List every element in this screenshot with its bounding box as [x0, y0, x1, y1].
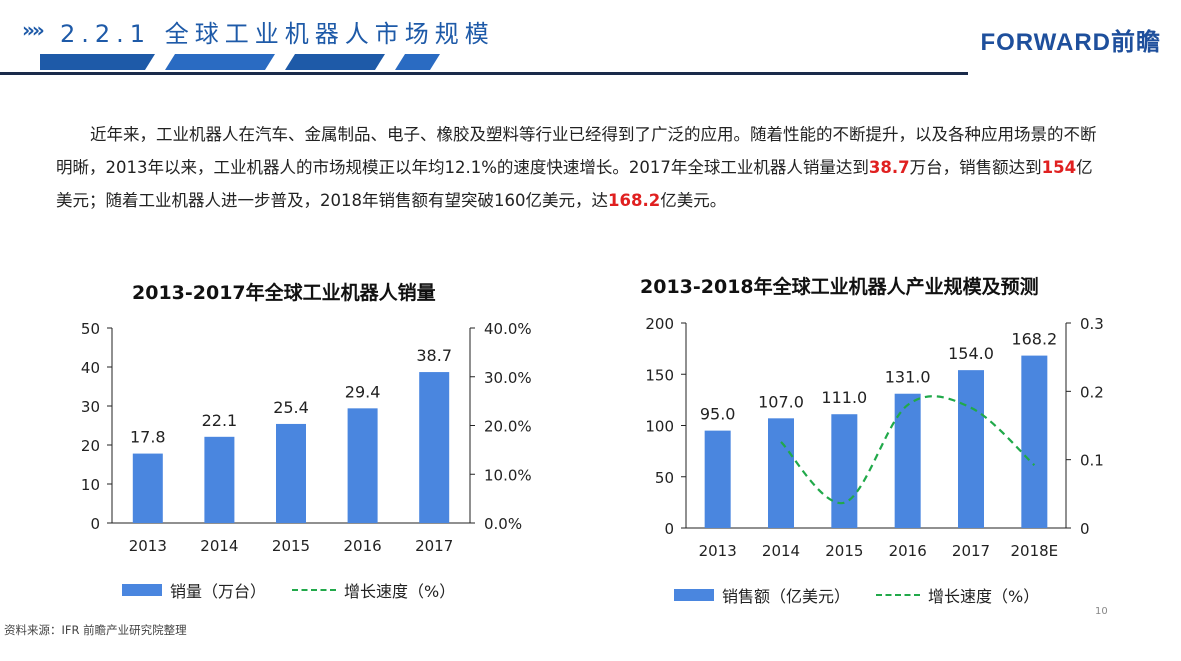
para-text-3: 亿美元；随着工业机器人进一步普及，2018年销售额有望突破160亿美元，达 — [56, 158, 1093, 210]
chart1-title: 2013-2017年全球工业机器人销量 — [132, 282, 436, 304]
category-label-2015: 2015 — [825, 542, 863, 560]
bar-2016 — [347, 408, 378, 523]
category-label-2015: 2015 — [272, 537, 310, 555]
bar-value-label: 131.0 — [885, 368, 931, 387]
bar-value-label: 154.0 — [948, 344, 994, 363]
legend-bar-label: 销量（万台） — [170, 582, 267, 601]
category-label-2013: 2013 — [699, 542, 737, 560]
header-stripes — [40, 54, 440, 70]
chart2-legend: 销售额（亿美元） 增长速度（%） — [674, 583, 1039, 607]
bar-value-label: 168.2 — [1011, 330, 1057, 349]
left-tick-label: 10 — [81, 476, 100, 494]
bar-2015 — [831, 414, 858, 528]
para-text-4: 亿美元。 — [660, 191, 727, 210]
slide-header: »» 2.2.1 全球工业机器人市场规模 FORWARD前瞻 — [0, 0, 1181, 80]
left-tick-label: 40 — [81, 359, 100, 377]
bar-value-label: 95.0 — [700, 405, 736, 424]
para-highlight-3: 168.2 — [608, 191, 661, 210]
category-label-2018E: 2018E — [1011, 542, 1059, 560]
para-text-2: 万台，销售额达到 — [909, 158, 1042, 177]
chevrons-icon: »» — [22, 18, 45, 42]
right-tick-label: 20.0% — [484, 418, 532, 436]
legend-line-swatch — [292, 589, 337, 591]
left-tick-label: 50 — [81, 320, 100, 338]
category-label-2014: 2014 — [200, 537, 238, 555]
page-number: 10 — [1095, 606, 1108, 617]
legend-line-label: 增长速度（%） — [344, 582, 456, 601]
bar-2017 — [419, 372, 450, 523]
category-label-2017: 2017 — [415, 537, 453, 555]
category-label-2016: 2016 — [889, 542, 927, 560]
right-tick-label: 0.2 — [1080, 383, 1104, 401]
bar-2017 — [958, 370, 984, 528]
right-tick-label: 0.1 — [1080, 452, 1104, 470]
header-divider — [0, 72, 968, 75]
para-highlight-1: 38.7 — [868, 158, 910, 177]
legend-bar-swatch — [122, 584, 162, 596]
chart1-legend: 销量（万台） 增长速度（%） — [122, 578, 455, 602]
legend-line-label: 增长速度（%） — [928, 587, 1040, 606]
bar-value-label: 29.4 — [345, 382, 381, 401]
bar-value-label: 22.1 — [202, 411, 238, 430]
category-label-2017: 2017 — [952, 542, 990, 560]
category-label-2016: 2016 — [344, 537, 382, 555]
left-tick-label: 0 — [664, 520, 674, 538]
right-tick-label: 40.0% — [484, 320, 532, 338]
legend-bar-label: 销售额（亿美元） — [722, 587, 851, 606]
bar-2016 — [894, 393, 921, 528]
bar-2014 — [768, 418, 794, 528]
chart2-title: 2013-2018年全球工业机器人产业规模及预测 — [640, 276, 1039, 298]
legend-line-swatch — [876, 594, 921, 596]
left-tick-label: 50 — [655, 469, 674, 487]
para-text-1: 近年来，工业机器人在汽车、金属制品、电子、橡胶及塑料等行业已经得到了广泛的应用。… — [56, 125, 1097, 177]
slide-title: 2.2.1 全球工业机器人市场规模 — [60, 20, 495, 48]
right-tick-label: 0.3 — [1080, 315, 1104, 333]
bar-2014 — [204, 436, 235, 523]
category-label-2014: 2014 — [762, 542, 800, 560]
bar-value-label: 38.7 — [416, 346, 452, 365]
right-tick-label: 10.0% — [484, 466, 532, 484]
left-tick-label: 150 — [645, 366, 674, 384]
left-tick-label: 0 — [90, 515, 100, 533]
right-tick-label: 0 — [1080, 520, 1090, 538]
bar-2013 — [132, 453, 163, 523]
bar-value-label: 17.8 — [130, 428, 166, 447]
right-tick-label: 30.0% — [484, 369, 532, 387]
category-label-2013: 2013 — [129, 537, 167, 555]
left-tick-label: 200 — [645, 315, 674, 333]
intro-paragraph: 近年来，工业机器人在汽车、金属制品、电子、橡胶及塑料等行业已经得到了广泛的应用。… — [56, 118, 1106, 217]
growth-rate-line — [780, 395, 1036, 505]
bar-2018E — [1021, 355, 1048, 528]
source-note: 资料来源：IFR 前瞻产业研究院整理 — [4, 623, 187, 637]
left-tick-label: 20 — [81, 437, 100, 455]
bar-2013 — [704, 430, 731, 528]
legend-bar-swatch — [674, 589, 714, 601]
bar-2015 — [276, 423, 306, 523]
left-tick-label: 100 — [645, 418, 674, 436]
bar-value-label: 111.0 — [821, 388, 867, 407]
bar-value-label: 107.0 — [758, 392, 804, 411]
para-highlight-2: 154 — [1041, 158, 1077, 177]
left-tick-label: 30 — [81, 398, 100, 416]
bar-value-label: 25.4 — [273, 398, 309, 417]
right-tick-label: 0.0% — [484, 515, 522, 533]
forward-logo: FORWARD前瞻 — [980, 29, 1161, 56]
